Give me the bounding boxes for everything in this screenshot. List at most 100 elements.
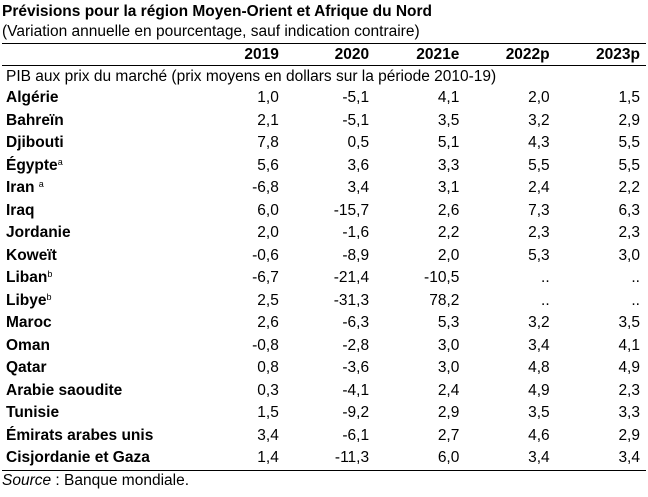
country-name: Maroc: [2, 312, 193, 335]
country-name: Qatar: [2, 357, 193, 380]
value-cell-2022p: 4,9: [528, 381, 550, 399]
table-row: Arabie saoudite 0,3 -4,1 2,4 4,9 2,3: [2, 380, 646, 403]
value-cell-2023p: ..: [631, 291, 640, 309]
value-cell-2023p: 1,5: [618, 89, 640, 106]
value-cell-2020: -5,1: [342, 111, 370, 129]
column-header-2019: 2019: [192, 43, 283, 66]
value-cell-2023p: 2,3: [618, 381, 640, 399]
country-label: Djibouti: [6, 134, 64, 151]
table-row: Djibouti 7,8 0,5 5,1 4,3 5,5: [2, 132, 646, 155]
value-cell-2021e: 5,3: [437, 314, 460, 331]
country-name: Cisjordanie et Gaza: [2, 447, 193, 471]
value-cell-2021e: 6,0: [373, 447, 464, 471]
country-label: Iran: [6, 179, 39, 196]
source-label: Source: [2, 471, 52, 489]
country-name: Jordanie: [2, 222, 193, 245]
country-name: Arabie saoudite: [2, 380, 193, 403]
value-cell-2019: 7,8: [257, 134, 279, 151]
value-cell-2023p: 4,1: [618, 336, 640, 354]
table-row: Iraq 6,0 -15,7 2,6 7,3 6,3: [2, 200, 646, 223]
header-row: 2019 2020 2021e 2022p 2023p: [2, 43, 646, 66]
value-cell-2019: -0,8: [252, 336, 279, 354]
forecast-table-container: Prévisions pour la région Moyen-Orient e…: [2, 2, 646, 491]
country-name: Algérie: [2, 87, 193, 110]
section-row: PIB aux prix du marché (prix moyens en d…: [2, 66, 646, 88]
value-cell-2019: 2,6: [257, 314, 279, 331]
value-cell-2022p: 4,6: [528, 426, 550, 444]
value-cell-2022p: 3,2: [528, 111, 550, 129]
country-label: Qatar: [6, 359, 47, 376]
country-name: Koweït: [2, 245, 193, 268]
table-row: Tunisie 1,5 -9,2 2,9 3,5 3,3: [2, 402, 646, 425]
table-row: Émirats arabes unis 3,4 -6,1 2,7 4,6 2,9: [2, 425, 646, 448]
country-name: Libanb: [2, 267, 193, 290]
value-cell-2023p: 3,5: [618, 314, 640, 331]
country-label: Koweït: [6, 246, 57, 264]
column-header-2022p: 2022p: [463, 43, 554, 66]
country-label: Libye: [6, 291, 47, 309]
value-cell-2020: -8,9: [342, 246, 370, 264]
value-cell-2019: -6,7: [252, 269, 279, 286]
value-cell-2020: -21,4: [333, 269, 370, 286]
value-cell-2021e: 3,0: [437, 359, 460, 376]
value-cell-2023p: 5,5: [618, 134, 640, 151]
table-title: Prévisions pour la région Moyen-Orient e…: [2, 3, 433, 20]
value-cell-2020: -3,6: [342, 359, 370, 376]
table-row: Oman -0,8 -2,8 3,0 3,4 4,1: [2, 335, 646, 358]
value-cell-2019: 2,1: [257, 111, 279, 129]
value-cell-2021e: 2,6: [437, 201, 460, 219]
value-cell-2022p: 3,4: [528, 336, 550, 354]
country-name: Libyeb: [2, 290, 193, 313]
value-cell-2022p: 2,3: [528, 224, 550, 241]
table-row: Libanb -6,7 -21,4 -10,5....: [2, 267, 646, 290]
country-label: Arabie saoudite: [6, 381, 123, 399]
value-cell-2020: -4,1: [342, 381, 370, 399]
value-cell-2021e: 2,7: [437, 426, 460, 444]
section-label: PIB aux prix du marché (prix moyens en d…: [6, 68, 497, 85]
header-empty-cell: [2, 43, 193, 66]
value-cell-2021e: 3,5: [437, 111, 460, 129]
table-row: Algérie 1,0 -5,1 4,1 2,0 1,5: [2, 87, 646, 110]
table-row: Koweït -0,6 -8,9 2,0 5,3 3,0: [2, 245, 646, 268]
table-row: Cisjordanie et Gaza 1,4 -11,3 6,0 3,4 3,4: [2, 447, 646, 471]
value-cell-2021e: 3,0: [437, 336, 460, 354]
country-name: Iran a: [2, 177, 193, 200]
value-cell-2019: 5,6: [257, 156, 279, 174]
value-cell-2022p: 4,8: [528, 359, 550, 376]
forecast-table: 2019 2020 2021e 2022p 2023p PIB aux prix…: [2, 43, 646, 471]
value-cell-2022p: 7,3: [528, 201, 550, 219]
value-cell-2020: -6,3: [342, 314, 370, 331]
country-label: Émirats arabes unis: [6, 426, 154, 444]
value-cell-2022p: 5,5: [528, 156, 550, 174]
value-cell-2019: 1,4: [192, 447, 283, 471]
country-label: Iraq: [6, 201, 35, 219]
country-label: Oman: [6, 336, 50, 354]
value-cell-2020: -9,2: [342, 404, 370, 421]
footnote-marker: b: [47, 269, 53, 279]
country-name: Tunisie: [2, 402, 193, 425]
value-cell-2023p: 4,9: [618, 359, 640, 376]
value-cell-2019: -0,6: [252, 246, 279, 264]
country-name: Égyptea: [2, 155, 193, 178]
value-cell-2022p: 2,0: [528, 89, 550, 106]
country-label: Jordanie: [6, 224, 71, 241]
column-header-2021e: 2021e: [373, 43, 464, 66]
value-cell-2021e: 2,2: [437, 224, 460, 241]
value-cell-2023p: 3,3: [618, 404, 640, 421]
value-cell-2021e: -10,5: [424, 269, 460, 286]
value-cell-2020: -31,3: [333, 291, 370, 309]
value-cell-2019: -6,8: [252, 179, 279, 196]
value-cell-2020: -6,1: [342, 426, 370, 444]
value-cell-2021e: 2,4: [437, 381, 460, 399]
country-name: Oman: [2, 335, 193, 358]
country-name: Bahreïn: [2, 110, 193, 133]
footnote-marker: a: [38, 179, 44, 189]
value-cell-2023p: 6,3: [618, 201, 640, 219]
value-cell-2022p: 2,4: [528, 179, 550, 196]
value-cell-2022p: 3,2: [528, 314, 550, 331]
value-cell-2020: -2,8: [342, 336, 370, 354]
value-cell-2023p: 2,2: [618, 179, 640, 196]
value-cell-2023p: 2,3: [618, 224, 640, 241]
value-cell-2022p: 3,4: [463, 447, 554, 471]
value-cell-2019: 0,3: [257, 381, 279, 399]
